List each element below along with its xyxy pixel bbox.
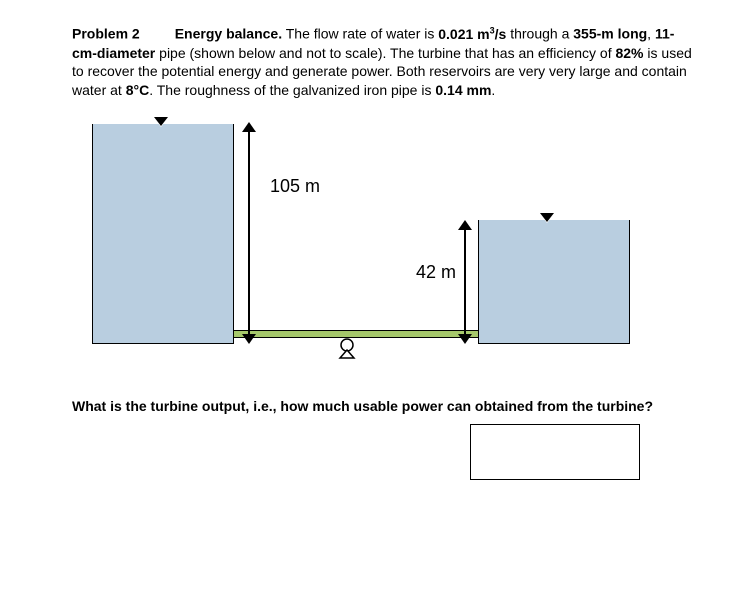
arrowhead-icon	[242, 122, 256, 132]
dim-42-label: 42 m	[416, 262, 456, 283]
problem-title: Energy balance.	[175, 26, 282, 42]
left-reservoir	[92, 124, 234, 344]
answer-box[interactable]	[470, 424, 640, 480]
right-reservoir	[478, 220, 630, 344]
dim-105-label: 105 m	[270, 176, 320, 197]
dim-42-line	[464, 226, 466, 338]
dim-105-line	[248, 128, 250, 338]
water-surface-icon	[154, 118, 168, 127]
water-surface-icon	[540, 214, 554, 223]
arrowhead-icon	[242, 334, 256, 344]
problem-statement: Problem 2 Energy balance. The flow rate …	[72, 24, 692, 100]
question-text: What is the turbine output, i.e., how mu…	[72, 398, 692, 414]
arrowhead-icon	[458, 334, 472, 344]
turbine-icon	[336, 338, 358, 360]
diagram: 105 m 42 m	[80, 114, 650, 362]
problem-number: Problem 2	[72, 26, 140, 42]
pipe	[234, 330, 478, 338]
arrowhead-icon	[458, 220, 472, 230]
